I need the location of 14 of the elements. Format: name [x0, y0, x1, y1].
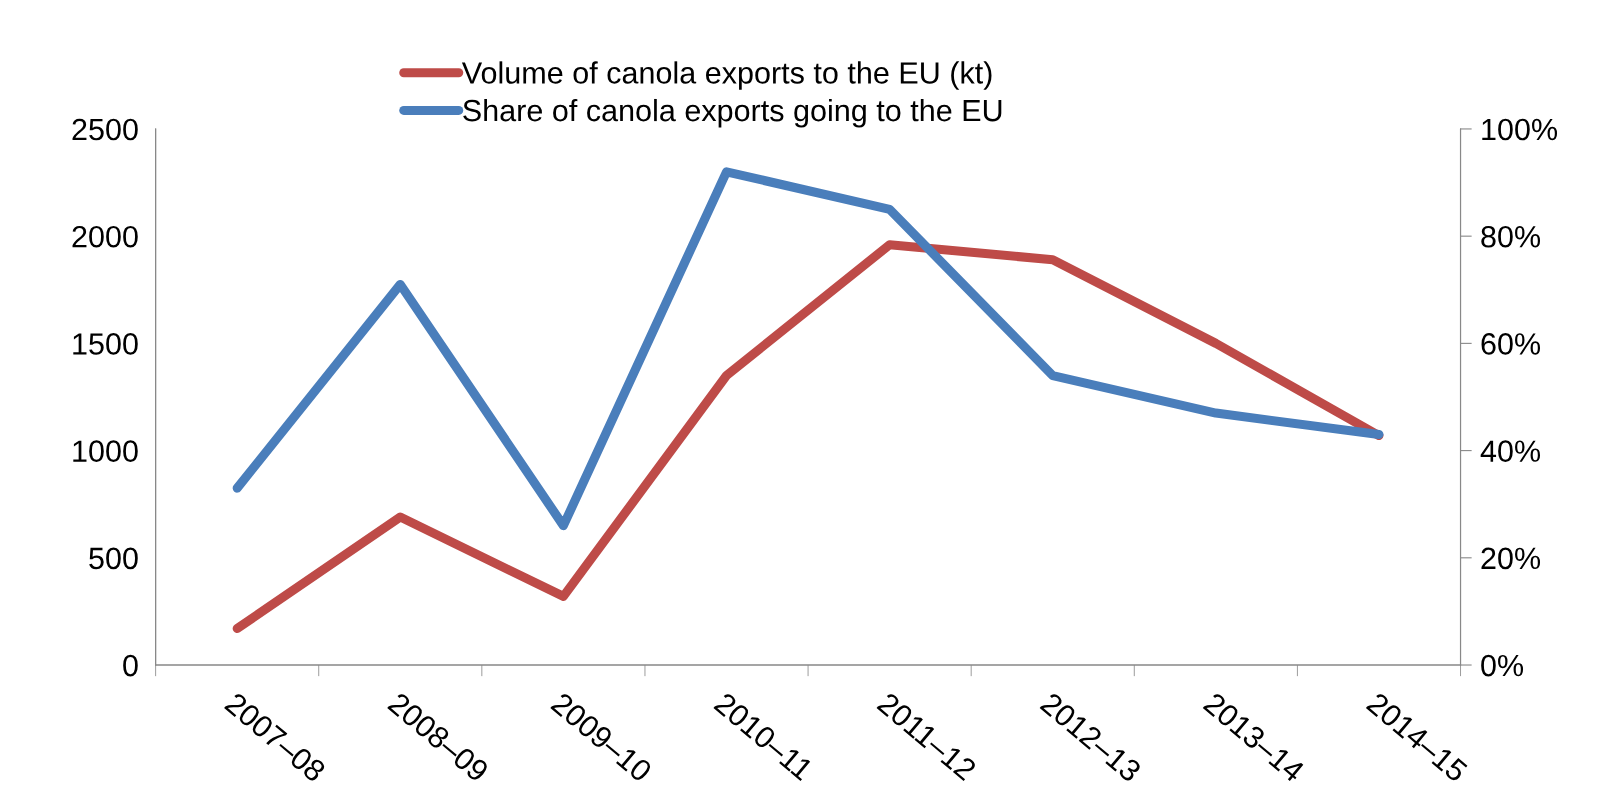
y-tick-label: 1000	[73, 440, 138, 462]
y-tick-label: 2000	[72, 225, 138, 248]
y2-tick-label: 20%	[1481, 547, 1541, 570]
y2-tick-label: 40%	[1480, 440, 1541, 462]
legend-label: Volume of canola exports to the EU (kt)	[461, 61, 992, 90]
y2-tick-label: 100%	[1482, 118, 1558, 141]
y-tick-label: 2500	[72, 118, 138, 141]
y2-tick-label: 0%	[1481, 654, 1524, 677]
y-tick-label: 500	[89, 547, 138, 570]
legend-label: Share of canola exports going to the EU	[463, 98, 1002, 128]
y2-tick-label: 60%	[1481, 333, 1541, 355]
y-tick-label: 0	[123, 654, 138, 677]
y2-tick-label: 80%	[1481, 225, 1541, 248]
y-tick-label: 1500	[73, 333, 138, 355]
